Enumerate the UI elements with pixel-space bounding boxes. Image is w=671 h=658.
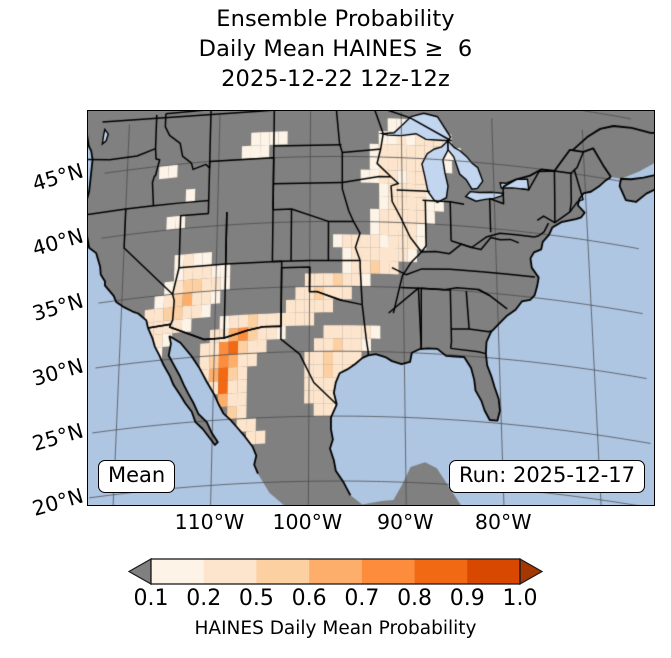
colorbar-segment-4 xyxy=(361,559,415,584)
colorbar-tick-0-1: 0.1 xyxy=(133,586,169,611)
colorbar-segment-2 xyxy=(256,559,310,584)
figure-title: Ensemble Probability Daily Mean HAINES ≥… xyxy=(0,4,671,94)
lon-tick-100W: 100°W xyxy=(272,510,343,534)
colorbar-segment-6 xyxy=(467,559,521,584)
colorbar-tick-0-9: 0.9 xyxy=(449,586,485,611)
colorbar-segment-3 xyxy=(309,559,363,584)
colorbar-segment-0 xyxy=(151,559,205,584)
lat-tick-30N: 30°N xyxy=(30,353,87,391)
mean-annotation-box: Mean xyxy=(98,460,176,493)
lat-tick-20N: 20°N xyxy=(30,483,87,521)
colorbar-over-arrow xyxy=(519,558,543,585)
colorbar[interactable] xyxy=(128,558,543,585)
map-panel[interactable]: Mean Run: 2025-12-17 xyxy=(87,110,655,506)
colorbar-tick-0-6: 0.6 xyxy=(291,586,327,611)
colorbar-tick-labels: 0.1 0.2 0.5 0.6 0.7 0.8 0.9 1.0 xyxy=(87,586,584,614)
colorbar-axis-label: HAINES Daily Mean Probability xyxy=(194,618,477,639)
colorbar-tick-1-0: 1.0 xyxy=(502,586,538,611)
lat-tick-25N: 25°N xyxy=(30,418,87,456)
colorbar-tick-0-7: 0.7 xyxy=(344,586,380,611)
colorbar-segment-5 xyxy=(414,559,468,584)
lat-tick-35N: 35°N xyxy=(30,288,87,326)
title-line-1: Ensemble Probability xyxy=(216,6,455,32)
colorbar-outline xyxy=(150,558,521,585)
colorbar-tick-0-2: 0.2 xyxy=(186,586,222,611)
lon-tick-90W: 90°W xyxy=(376,510,434,534)
title-line-2: Daily Mean HAINES ≥ 6 xyxy=(198,36,473,62)
colorbar-tick-0-5: 0.5 xyxy=(238,586,274,611)
colorbar-gradient xyxy=(128,558,543,585)
lon-tick-110W: 110°W xyxy=(174,510,245,534)
lat-tick-45N: 45°N xyxy=(30,158,87,196)
title-line-3: 2025-12-22 12z-12z xyxy=(221,66,450,92)
colorbar-under-arrow xyxy=(128,558,152,585)
lat-tick-40N: 40°N xyxy=(30,223,87,261)
model-run-annotation-box: Run: 2025-12-17 xyxy=(448,460,645,493)
colorbar-tick-0-8: 0.8 xyxy=(397,586,433,611)
probability-heatmap-canvas xyxy=(88,111,654,505)
colorbar-segment-1 xyxy=(203,559,257,584)
lon-tick-80W: 80°W xyxy=(474,510,532,534)
